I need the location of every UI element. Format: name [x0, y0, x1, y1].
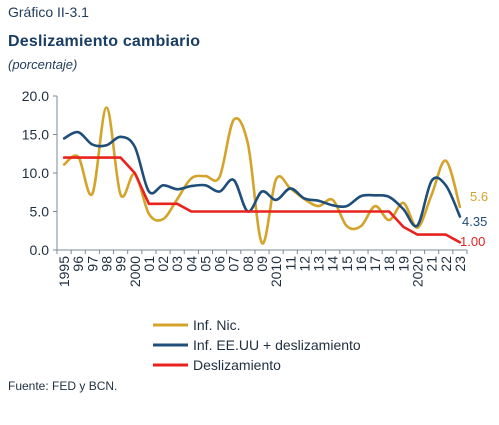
x-tick-label: 97	[84, 256, 100, 272]
x-tick-label: 12	[296, 256, 312, 272]
legend-label: Inf. EE.UU + deslizamiento	[193, 337, 361, 353]
x-tick-label: 06	[212, 256, 228, 272]
source-note: Fuente: FED y BCN.	[8, 379, 118, 393]
y-tick-label: 20.0	[22, 88, 49, 104]
chart-axes: 0.0 5.0 10.0 15.0 20.0 1995969798992000010203…	[22, 88, 468, 287]
x-tick-label: 2010	[268, 256, 284, 287]
x-tick-label: 16	[353, 256, 369, 272]
legend-label: Deslizamiento	[193, 357, 281, 373]
y-tick-label: 0.0	[30, 242, 50, 258]
x-tick-label: 22	[438, 256, 454, 272]
chart-subtitle: (porcentaje)	[8, 57, 78, 72]
end-labels: 5.6 4.35 1.00	[460, 189, 488, 249]
x-tick-label: 01	[141, 256, 157, 272]
chart-legend: Inf. Nic. Inf. EE.UU + deslizamiento Desli…	[153, 317, 361, 373]
x-tick-label: 07	[226, 256, 242, 272]
x-tick-label: 08	[240, 256, 256, 272]
series-line-inf-nic	[62, 106, 462, 245]
series-line-deslizamiento	[62, 156, 462, 244]
x-tick-label: 14	[325, 256, 341, 272]
x-tick-label: 23	[452, 256, 468, 272]
x-tick-label: 96	[70, 256, 86, 272]
x-tick-label: 18	[381, 256, 397, 272]
x-tick-label: 21	[424, 256, 440, 272]
x-tick-label: 04	[183, 256, 199, 272]
y-tick-label: 15.0	[22, 127, 49, 143]
series-line-inf-usa-deslizamiento	[62, 130, 462, 228]
chart-title: Deslizamiento cambiario	[8, 33, 201, 50]
end-value-label: 4.35	[462, 214, 487, 229]
legend-label: Inf. Nic.	[193, 317, 240, 333]
x-tick-label: 98	[98, 256, 114, 272]
end-value-label: 1.00	[460, 234, 485, 249]
x-tick-label: 17	[367, 256, 383, 272]
y-tick-label: 5.0	[30, 204, 50, 220]
x-tick-label: 11	[282, 256, 298, 271]
chart-number-label: Gráfico II-3.1	[8, 4, 89, 20]
x-tick-label: 05	[197, 256, 213, 272]
x-tick-label: 1995	[56, 256, 72, 287]
x-tick-label: 19	[395, 256, 411, 272]
x-tick-label: 15	[339, 256, 355, 272]
y-tick-label: 10.0	[22, 165, 49, 181]
x-tick-label: 99	[113, 256, 129, 272]
x-tick-label: 2020	[410, 256, 426, 287]
x-tick-label: 09	[254, 256, 270, 272]
x-tick-label: 03	[169, 256, 185, 272]
end-value-label: 5.6	[470, 189, 488, 204]
x-tick-label: 02	[155, 256, 171, 272]
chart-series	[62, 106, 462, 245]
x-tick-label: 2000	[127, 256, 143, 287]
x-tick-label: 13	[311, 256, 327, 272]
